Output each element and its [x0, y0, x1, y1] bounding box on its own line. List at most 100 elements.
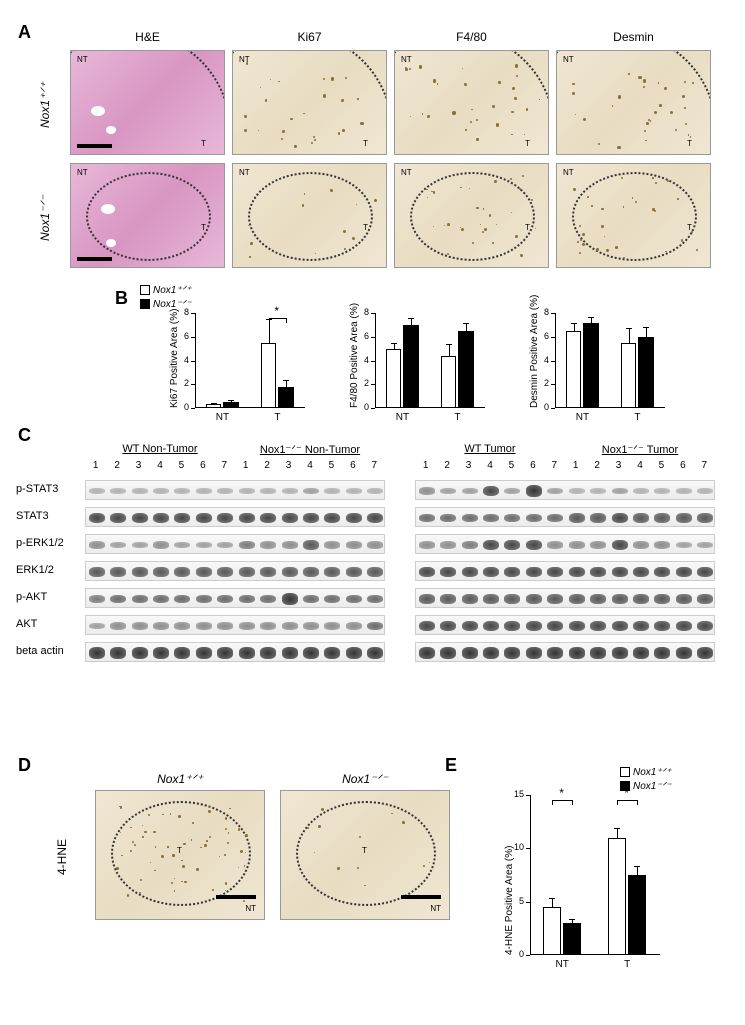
stain-speckle	[579, 252, 581, 254]
y-tick	[551, 337, 555, 338]
stain-speckle	[318, 825, 321, 828]
blot-band	[282, 488, 298, 494]
error-bar	[411, 318, 412, 325]
blot-band	[462, 488, 478, 494]
blot-band	[526, 540, 542, 550]
stain-speckle	[423, 865, 425, 867]
blot-band	[697, 513, 713, 523]
blot-band	[654, 541, 670, 548]
blot-band	[483, 621, 499, 631]
blot-band	[569, 621, 585, 631]
vessel	[101, 204, 115, 214]
y-tick	[371, 313, 375, 314]
blot-band	[196, 622, 212, 629]
stain-speckle	[514, 97, 517, 100]
stain-speckle	[294, 145, 296, 147]
stain-speckle	[510, 178, 512, 180]
bar-white	[386, 349, 401, 408]
bar-white	[261, 343, 276, 408]
stain-speckle	[572, 83, 574, 85]
stain-speckle	[489, 214, 492, 217]
blot-band	[367, 488, 383, 494]
blot-band	[440, 594, 456, 604]
blot-band	[697, 488, 713, 494]
bar-white	[608, 838, 626, 955]
blot-band	[153, 513, 169, 523]
stain-speckle	[684, 107, 686, 109]
stain-speckle	[206, 840, 208, 842]
blot-band	[260, 513, 276, 523]
stain-speckle	[323, 94, 326, 97]
t-label: T	[201, 139, 206, 148]
stain-speckle	[658, 82, 659, 83]
blot-band	[282, 567, 298, 577]
stain-speckle	[496, 123, 499, 126]
blot-band	[676, 567, 692, 577]
blot-band	[132, 595, 148, 604]
sig-star: *	[274, 304, 279, 318]
blot-band	[590, 541, 606, 548]
nt-label: NT	[77, 55, 88, 64]
blot-band	[110, 513, 126, 523]
bar-black	[583, 323, 598, 409]
blot-band	[346, 488, 362, 494]
stain-speckle	[245, 834, 248, 837]
stain-speckle	[314, 852, 315, 853]
blot-band	[483, 647, 499, 658]
lane-number: 2	[106, 460, 127, 471]
nt-label: NT	[563, 55, 574, 64]
stain-speckle	[476, 207, 479, 210]
panel-letter-a: A	[18, 22, 31, 43]
micrograph: NTT	[394, 163, 549, 268]
blot-band	[419, 514, 435, 523]
blot-band	[367, 647, 383, 658]
stain-speckle	[659, 104, 662, 107]
stain-speckle	[582, 243, 585, 246]
stain-speckle	[331, 77, 334, 80]
error-cap	[446, 344, 452, 345]
error-cap	[228, 400, 234, 401]
y-tick	[551, 361, 555, 362]
stain-speckle	[452, 111, 455, 114]
lane-number: 7	[214, 460, 235, 471]
stain-speckle	[249, 256, 250, 257]
lane-number: 7	[544, 460, 565, 471]
blot-band	[174, 647, 190, 658]
y-tick	[526, 795, 530, 796]
nt-label: NT	[430, 904, 441, 913]
blot-strip	[85, 642, 385, 662]
y-axis-label: 4-HNE Positive Area (%)	[504, 846, 515, 955]
blot-band	[110, 567, 126, 577]
y-axis-label: F4/80 Positive Area (%)	[349, 303, 360, 408]
stain-speckle	[498, 81, 501, 84]
blot-band	[239, 647, 255, 658]
legend-black: Nox1⁻ᐟ⁻	[620, 781, 671, 792]
blot-band	[217, 595, 233, 604]
blot-band	[174, 567, 190, 577]
t-label: T	[363, 223, 368, 232]
blot-band	[196, 513, 212, 523]
panel-d-col-label: Nox1⁻ᐟ⁻	[280, 772, 450, 786]
x-group-label: T	[621, 412, 654, 423]
lane-number: 3	[458, 460, 479, 471]
blot-band	[654, 513, 670, 523]
blot-band	[89, 647, 105, 658]
error-bar	[574, 323, 575, 331]
stain-speckle	[357, 867, 359, 869]
scale-bar	[77, 257, 112, 261]
stain-speckle	[229, 808, 231, 810]
blot-band	[440, 567, 456, 577]
blot-band	[174, 542, 190, 548]
stain-speckle	[573, 188, 576, 191]
blot-band	[547, 621, 563, 631]
vessel	[91, 106, 105, 116]
micrograph: NTT	[394, 50, 549, 155]
nt-label: NT	[401, 55, 412, 64]
stain-speckle	[352, 237, 355, 240]
blot-band	[132, 622, 148, 629]
panel-letter-e: E	[445, 755, 457, 776]
blot-band	[153, 541, 169, 548]
blot-band	[260, 567, 276, 577]
stain-speckle	[313, 136, 315, 138]
blot-band	[504, 567, 520, 577]
